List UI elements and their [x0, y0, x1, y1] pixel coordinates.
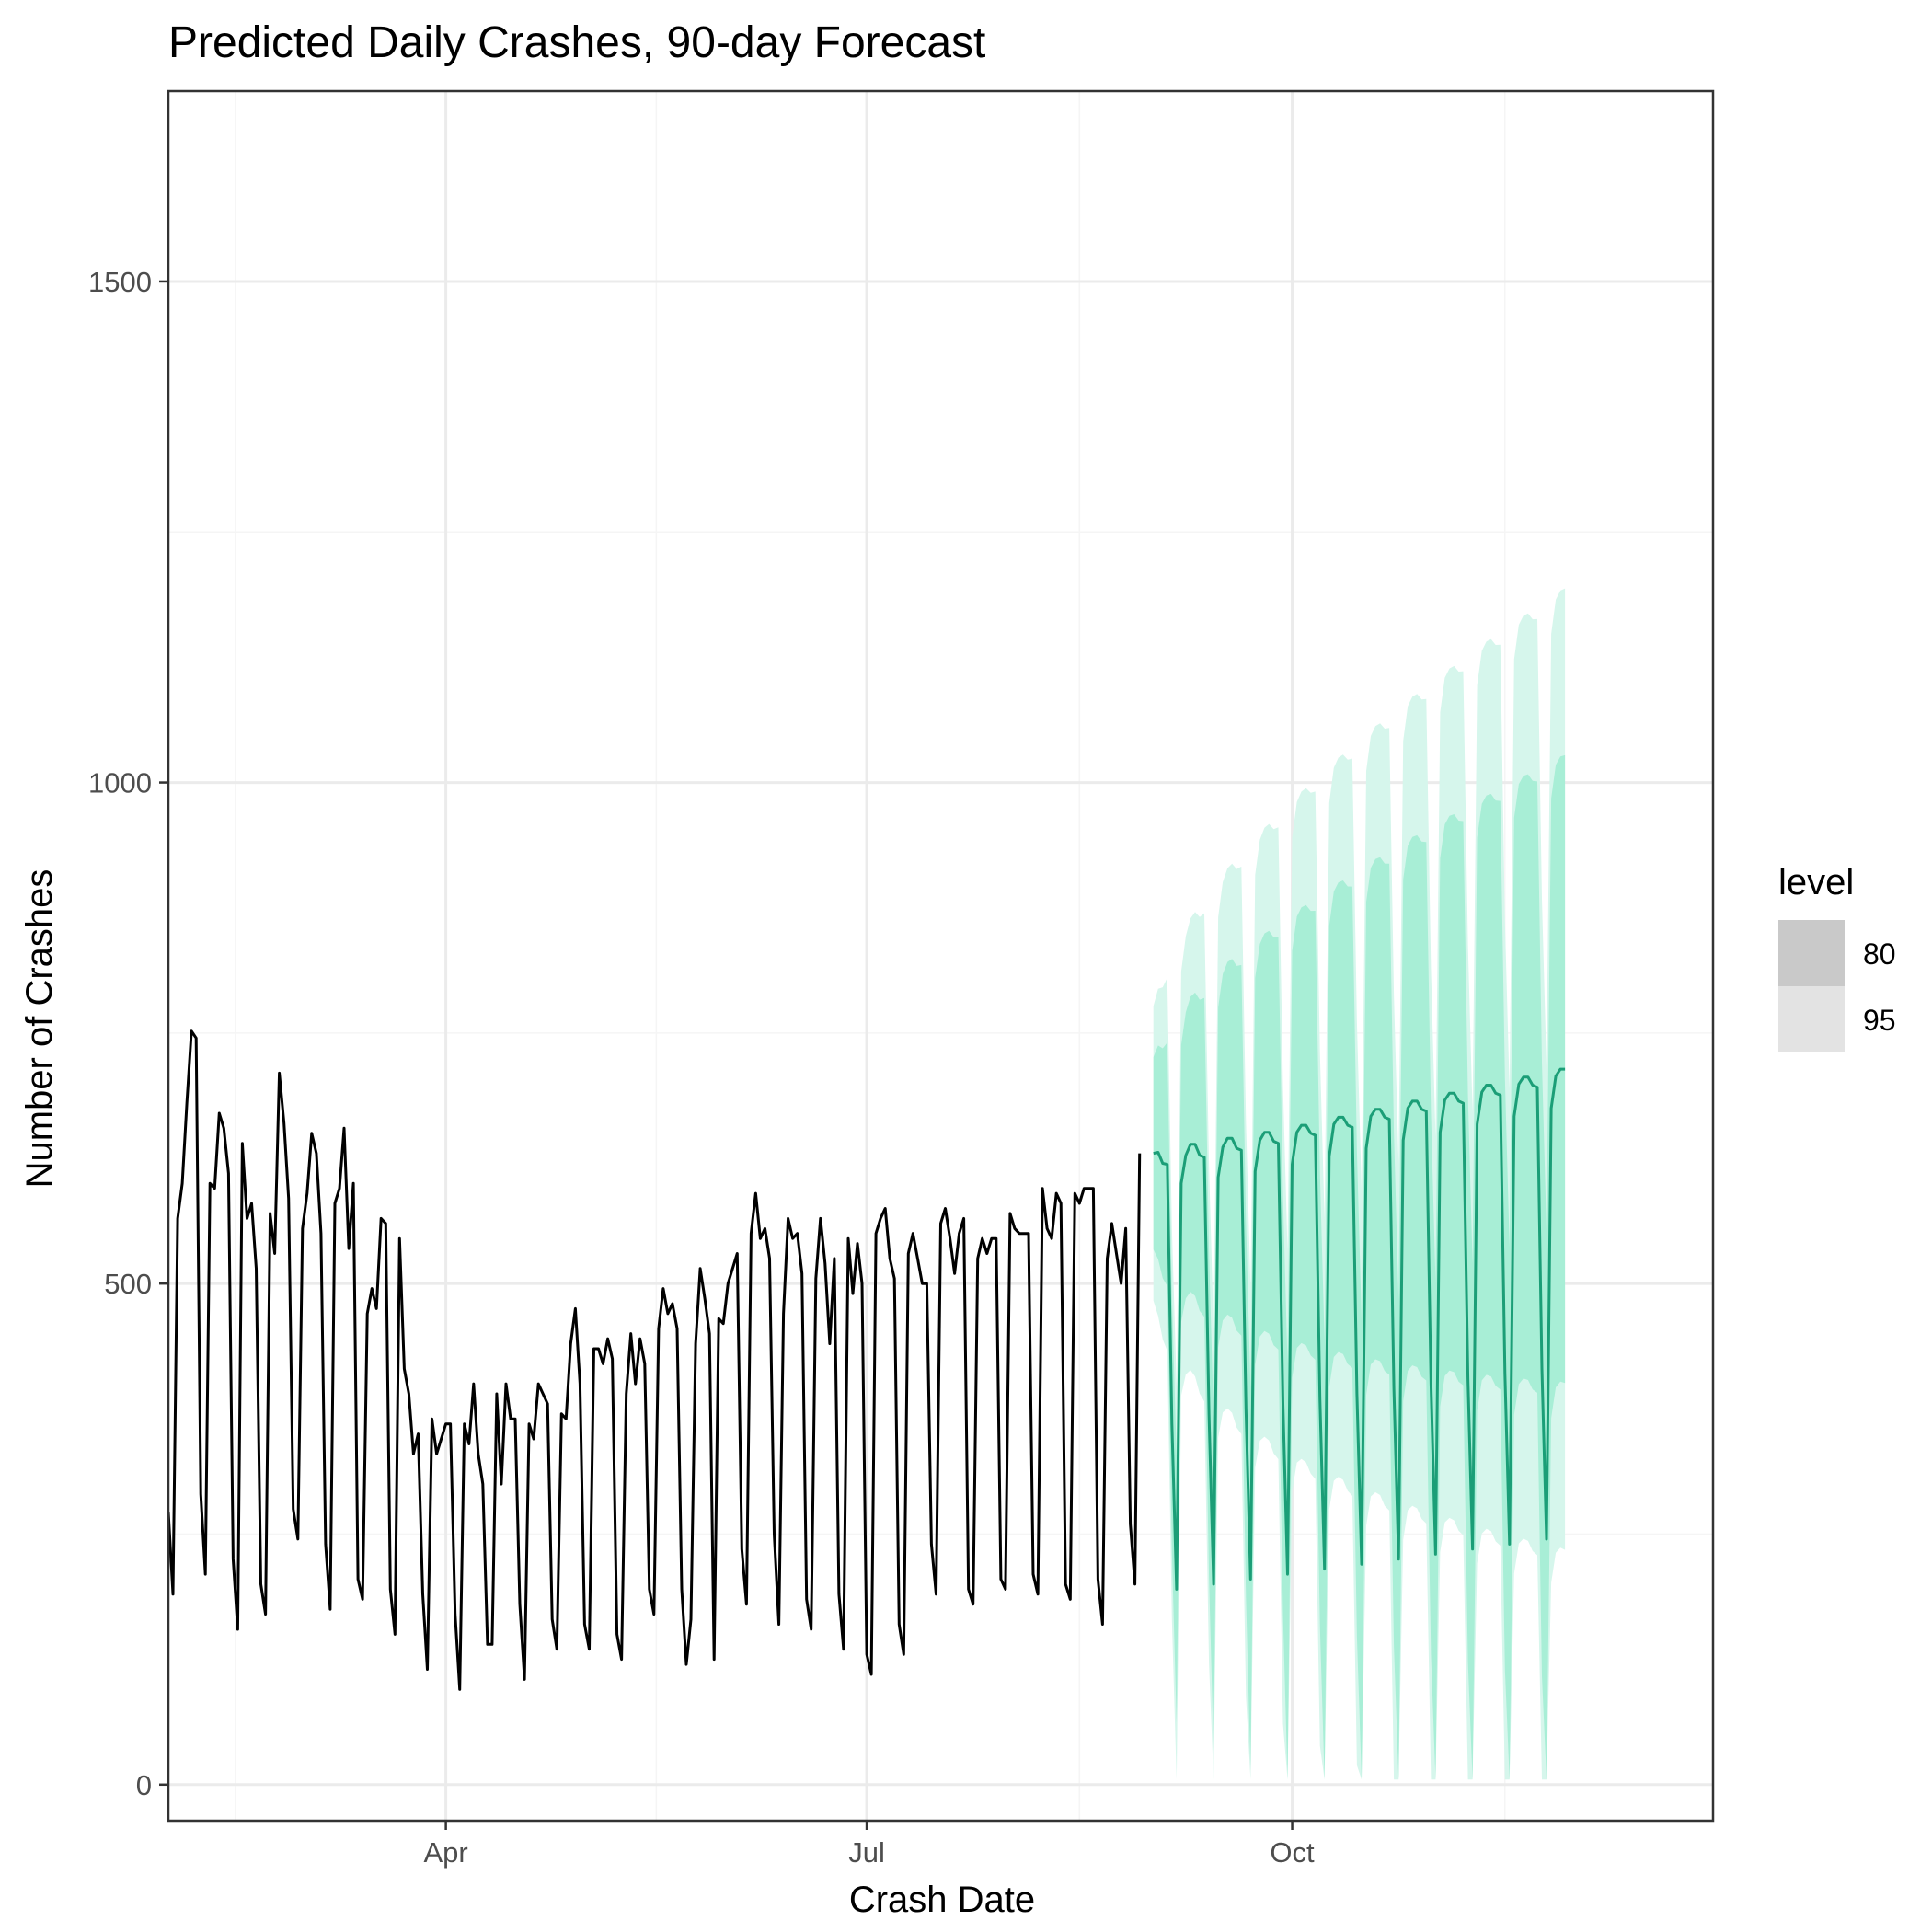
y-axis-title: Number of Crashes: [19, 869, 60, 1189]
y-tick-label: 1000: [88, 767, 152, 799]
x-axis-title: Crash Date: [849, 1880, 1035, 1920]
x-tick-label: Oct: [1270, 1836, 1315, 1869]
panel-border: [167, 89, 1715, 1823]
y-tick-label: 0: [136, 1769, 152, 1801]
legend-swatch-80: [1778, 920, 1845, 986]
x-axis: Apr Jul Oct: [423, 1821, 1315, 1869]
y-tick-label: 500: [104, 1268, 152, 1300]
history-line: [167, 1029, 1142, 1691]
series-lines: [167, 1029, 1566, 1691]
legend-title: level: [1778, 862, 1854, 903]
legend: level 80 95: [1778, 862, 1896, 1052]
y-tick-label: 1500: [88, 266, 152, 298]
x-tick-label: Jul: [848, 1836, 885, 1869]
prediction-intervals: [1153, 588, 1566, 1780]
chart-title: Predicted Daily Crashes, 90-day Forecast: [168, 18, 985, 67]
legend-label-95: 95: [1863, 1004, 1896, 1037]
band-80: [1153, 754, 1566, 1780]
legend-swatch-95: [1778, 986, 1845, 1052]
x-tick-label: Apr: [423, 1836, 467, 1869]
y-axis: 0 500 1000 1500: [88, 266, 168, 1801]
forecast-line: [1153, 1067, 1566, 1591]
legend-label-80: 80: [1863, 937, 1896, 971]
